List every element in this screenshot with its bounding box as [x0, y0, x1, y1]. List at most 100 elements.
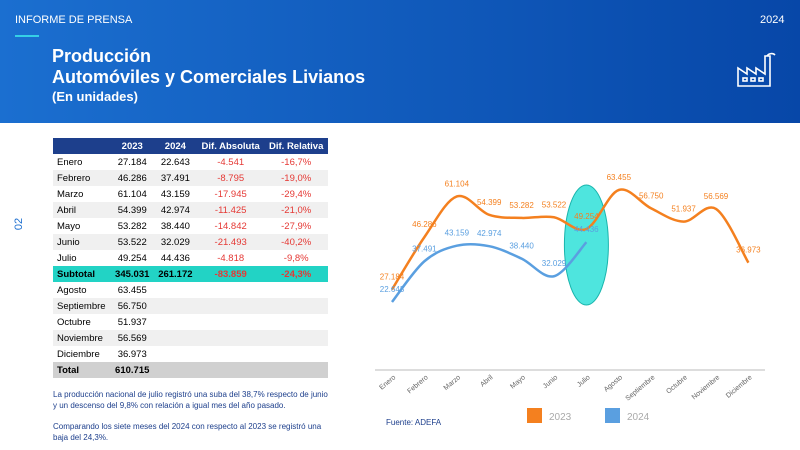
table-cell: Marzo — [57, 188, 84, 200]
page-number: 02 — [13, 217, 26, 231]
accent-line — [15, 35, 39, 37]
table-cell: -9,8% — [283, 252, 309, 264]
chart: Enero Febrero Marzo Abril Mayo Junio Julio Agos… — [375, 173, 765, 423]
table-cell — [153, 362, 197, 378]
table-cell — [197, 346, 264, 362]
legend-swatch — [605, 408, 620, 423]
table-cell: 42.974 — [153, 202, 197, 218]
table-cell: 22.643 — [160, 156, 190, 168]
table-row: Julio 49.254 44.436 -4.818 -9,8% — [53, 250, 328, 266]
table-cell: -29,4% — [281, 188, 312, 200]
table-cell — [264, 282, 328, 298]
data-label: 49.254 — [574, 212, 599, 221]
note: Comparando los siete meses del 2024 con … — [53, 422, 322, 442]
table-cell: 610.715 — [110, 362, 154, 378]
x-tick-label: Septiembre — [625, 374, 657, 402]
table-cell: -17.945 — [214, 188, 247, 200]
table-row: Enero 27.184 22.643 -4.541 -16,7% — [53, 154, 328, 170]
table-cell: -40,2% — [264, 234, 328, 250]
x-tick-label: Agosto — [603, 374, 624, 393]
table-cell — [197, 314, 264, 330]
table-cell — [196, 362, 265, 378]
table-cell: Junio — [53, 234, 111, 250]
column-header: Dif. Relativa — [264, 138, 328, 154]
table-row: Mayo 53.282 38.440 -14.842 -27,9% — [53, 218, 328, 234]
data-label: 36.973 — [736, 246, 761, 255]
table-cell: 56.569 — [110, 330, 154, 346]
table-row: Febrero 46.286 37.491 -8.795 -19,0% — [53, 170, 328, 186]
legend-swatch — [527, 408, 542, 423]
data-label: 61.104 — [445, 179, 470, 188]
table-row: Junio 53.522 32.029 -21.493 -40,2% — [53, 234, 328, 250]
table-cell — [154, 282, 197, 298]
table-cell: Mayo — [57, 220, 81, 232]
data-label: 27.184 — [380, 273, 405, 282]
table-cell: -16,7% — [281, 156, 312, 168]
table-cell: 63.455 — [117, 284, 147, 296]
data-label: 63.455 — [607, 173, 632, 182]
legend-label: 2023 — [549, 412, 572, 423]
data-label: 43.159 — [445, 229, 470, 238]
table-cell: -24,3% — [264, 266, 328, 282]
x-tick-label: Febrero — [406, 374, 429, 395]
x-tick-label: Octubre — [665, 374, 689, 395]
year: 2024 — [760, 14, 785, 26]
table-cell: -83.859 — [196, 266, 265, 282]
table-cell: 38.440 — [160, 220, 190, 232]
table-cell — [196, 298, 265, 314]
source: Fuente: ADEFA — [386, 418, 442, 427]
x-tick-label: Diciembre — [725, 374, 754, 400]
x-tick-label: Marzo — [443, 374, 462, 392]
column-header: 2023 — [110, 138, 154, 154]
data-label: 22.643 — [380, 285, 405, 294]
x-tick-label: Julio — [576, 374, 592, 389]
data-label: 32.029 — [542, 259, 567, 268]
table-cell: Total — [53, 362, 111, 378]
table-cell — [264, 298, 328, 314]
table-cell: 32.029 — [153, 234, 197, 250]
table-row: Octubre 51.937 — [53, 314, 328, 330]
subtitle: (En unidades) — [52, 89, 138, 104]
table-row: Septiembre 56.750 — [53, 298, 328, 314]
data-label: 46.286 — [412, 220, 437, 229]
table-cell: 53.522 — [110, 234, 154, 250]
table-cell: -8.795 — [196, 170, 265, 186]
x-tick-label: Enero — [378, 374, 397, 391]
table-row: Abril 54.399 42.974 -11.425 -21,0% — [53, 202, 328, 218]
table-cell: 54.399 — [110, 202, 154, 218]
table-cell: Febrero — [53, 170, 111, 186]
table-cell: 345.031 — [110, 266, 154, 282]
table-cell: 53.282 — [117, 220, 147, 232]
report-label: INFORME DE PRENSA — [15, 14, 133, 26]
table-cell — [197, 282, 264, 298]
table: 2023 2024 Dif. Absoluta Dif. Relativa Enero 2… — [53, 138, 328, 378]
table-row: Subtotal 345.031 261.172 -83.859 -24,3% — [53, 266, 328, 282]
table-cell — [264, 362, 328, 378]
table-cell: 43.159 — [160, 188, 190, 200]
table-cell: Julio — [57, 252, 77, 264]
table-cell — [154, 314, 197, 330]
x-tick-label: Abril — [479, 374, 495, 389]
table-cell: -11.425 — [196, 202, 265, 218]
data-label: 53.522 — [542, 200, 567, 209]
data-label: 37.491 — [412, 244, 437, 253]
table-cell — [153, 298, 197, 314]
table-cell: -4.818 — [217, 252, 245, 264]
series-line — [391, 241, 588, 303]
table-cell: 37.491 — [153, 170, 197, 186]
x-tick-label: Mayo — [509, 374, 527, 390]
data-label: 54.399 — [477, 198, 502, 207]
table-cell: Octubre — [57, 316, 91, 328]
table-cell: 49.254 — [117, 252, 147, 264]
table-cell — [264, 314, 328, 330]
series-line — [390, 188, 750, 291]
legend-label: 2024 — [627, 412, 650, 423]
table-cell: 261.172 — [153, 266, 197, 282]
column-header: 2024 — [153, 138, 197, 154]
table-cell: 46.286 — [110, 170, 154, 186]
corner — [53, 138, 111, 154]
table-cell: -21.493 — [196, 234, 265, 250]
highlight — [563, 184, 609, 306]
factory-icon — [737, 52, 776, 87]
